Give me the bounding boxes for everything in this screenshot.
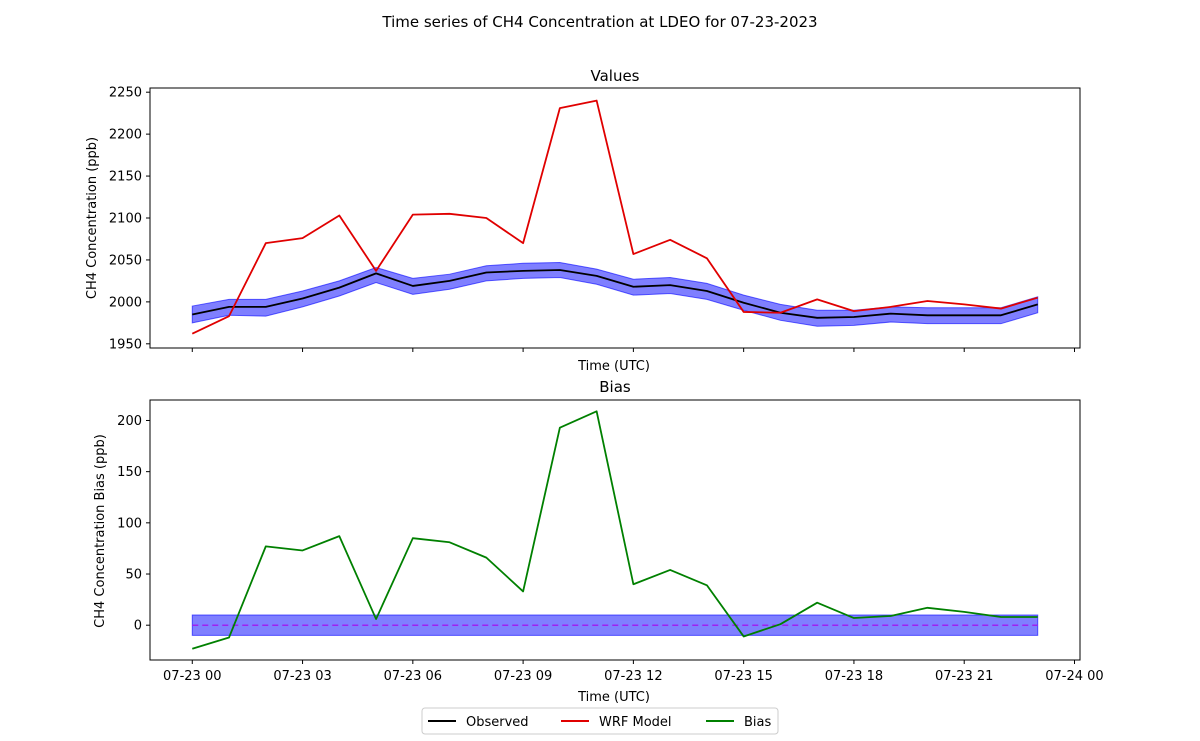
values-y-tick-label: 2100 bbox=[109, 212, 142, 227]
values-panel-title: Values bbox=[590, 67, 639, 85]
values-x-ticks bbox=[191, 348, 1075, 352]
legend-label-wrf-model: WRF Model bbox=[599, 715, 672, 730]
values-y-tick-label: 2150 bbox=[109, 170, 142, 185]
bias-y-tick-label: 200 bbox=[117, 414, 142, 429]
bias-x-tick-label: 07-23 06 bbox=[384, 669, 442, 684]
bias-x-tick-label: 07-23 09 bbox=[494, 669, 552, 684]
bias-y-axis-label: CH4 Concentration Bias (ppb) bbox=[93, 434, 108, 628]
bias-y-tick-label: 50 bbox=[125, 568, 142, 583]
values-series-group bbox=[191, 99, 1038, 335]
values-y-tick-label: 2250 bbox=[109, 86, 142, 101]
figure-title: Time series of CH4 Concentration at LDEO… bbox=[381, 13, 817, 31]
series-line-wrf-model bbox=[191, 99, 1038, 335]
bias-x-tick-label: 07-23 03 bbox=[273, 669, 331, 684]
values-y-tick-label: 2050 bbox=[109, 253, 142, 268]
values-x-axis-label: Time (UTC) bbox=[577, 359, 650, 374]
legend-label-bias: Bias bbox=[744, 715, 771, 730]
bias-x-tick-label: 07-23 21 bbox=[935, 669, 993, 684]
values-y-tick-label: 2000 bbox=[109, 295, 142, 310]
bias-x-tick-label: 07-23 12 bbox=[604, 669, 662, 684]
legend: Observed WRF Model Bias bbox=[421, 707, 779, 735]
legend-box bbox=[421, 707, 779, 735]
bias-x-tick-label: 07-23 00 bbox=[163, 669, 221, 684]
values-y-ticks: 1950 2000 2050 2100 2150 2200 2250 bbox=[109, 86, 150, 352]
values-uncertainty-band-area bbox=[191, 261, 1039, 327]
values-y-tick-label: 2200 bbox=[109, 128, 142, 143]
bias-x-axis-label: Time (UTC) bbox=[577, 690, 650, 705]
bias-x-ticks: 07-23 00 07-23 03 07-23 06 07-23 09 07-23 12… bbox=[163, 660, 1104, 684]
bias-x-tick-label: 07-23 15 bbox=[714, 669, 772, 684]
values-y-tick-label: 1950 bbox=[109, 337, 142, 352]
series-line-bias bbox=[192, 410, 1038, 650]
values-y-axis-label: CH4 Concentration (ppb) bbox=[85, 137, 100, 299]
bias-y-tick-label: 150 bbox=[117, 465, 142, 480]
bias-x-tick-label: 07-24 00 bbox=[1045, 669, 1103, 684]
values-panel: Values 1950 2000 2050 2100 2150 2200 2250 Time… bbox=[85, 67, 1081, 374]
series-line-observed bbox=[192, 269, 1038, 319]
bias-y-ticks: 0 50 100 150 200 bbox=[117, 414, 150, 634]
bias-series-group bbox=[192, 410, 1038, 650]
bias-x-tick-label: 07-23 18 bbox=[825, 669, 883, 684]
bias-axes-frame bbox=[149, 399, 1081, 661]
legend-label-observed: Observed bbox=[466, 715, 529, 730]
bias-panel: Bias 07-23 00 07-23 03 07-23 06 07-23 09 07-… bbox=[93, 378, 1104, 705]
bias-panel-title: Bias bbox=[599, 378, 631, 396]
bias-y-tick-label: 0 bbox=[134, 619, 142, 634]
bias-y-tick-label: 100 bbox=[117, 516, 142, 531]
observed-uncertainty-band bbox=[191, 261, 1039, 327]
